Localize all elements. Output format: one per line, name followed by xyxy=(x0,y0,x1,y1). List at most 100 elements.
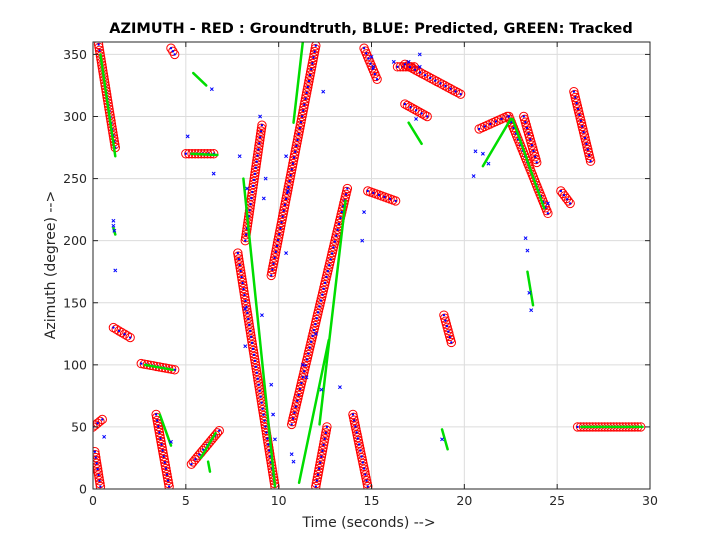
predicted-overlay-point xyxy=(290,423,293,426)
tracked-track xyxy=(199,431,217,460)
predicted-overlay-point xyxy=(310,68,313,71)
groundtruth-point xyxy=(117,327,127,338)
tracked-track xyxy=(297,338,331,485)
x-tick-label: 15 xyxy=(364,493,380,508)
predicted-point xyxy=(417,64,422,69)
predicted-overlay-point xyxy=(529,138,532,141)
predicted-overlay-point xyxy=(300,381,303,385)
groundtruth-point xyxy=(238,283,249,294)
groundtruth-point xyxy=(94,476,105,486)
predicted-overlay-point xyxy=(535,161,538,164)
groundtruth-point xyxy=(154,427,165,438)
predicted-overlay-point xyxy=(171,50,175,53)
predicted-overlay-point xyxy=(248,323,251,327)
predicted-overlay-point xyxy=(507,115,511,118)
predicted-overlay-point xyxy=(305,91,308,95)
groundtruth-point xyxy=(163,475,173,486)
predicted-overlay-point xyxy=(296,138,299,142)
predicted-overlay-point xyxy=(260,123,264,127)
predicted-point xyxy=(391,59,396,64)
predicted-overlay-point xyxy=(330,252,334,255)
tracked-track xyxy=(190,152,219,157)
predicted-overlay-point xyxy=(244,239,247,242)
predicted-overlay-point xyxy=(157,425,160,428)
predicted-overlay-point xyxy=(340,210,343,214)
predicted-overlay-point xyxy=(532,149,535,153)
predicted-overlay-point xyxy=(572,90,576,93)
groundtruth-point xyxy=(256,126,266,136)
predicted-point xyxy=(525,248,530,253)
groundtruth-point xyxy=(239,289,250,300)
tracked-track xyxy=(242,177,277,488)
tracked-track xyxy=(481,117,512,168)
predicted-overlay-point xyxy=(248,209,251,212)
groundtruth-point xyxy=(242,307,252,317)
predicted-overlay-point xyxy=(360,455,363,458)
groundtruth-point xyxy=(162,472,173,483)
predicted-point xyxy=(209,87,214,92)
predicted-overlay-point xyxy=(336,228,339,232)
predicted-overlay-point xyxy=(362,467,366,470)
predicted-overlay-point xyxy=(278,233,281,236)
groundtruth-point xyxy=(108,322,119,333)
groundtruth-track xyxy=(439,310,457,348)
predicted-overlay-point xyxy=(257,148,260,151)
y-tick-label: 150 xyxy=(63,295,87,310)
predicted-overlay-point xyxy=(364,473,367,476)
groundtruth-point xyxy=(93,42,104,50)
predicted-point xyxy=(414,117,419,121)
predicted-overlay-point xyxy=(445,324,449,328)
groundtruth-point xyxy=(235,266,246,276)
predicted-overlay-point xyxy=(294,405,298,408)
predicted-overlay-point xyxy=(448,335,452,339)
predicted-overlay-point xyxy=(369,62,372,65)
groundtruth-track xyxy=(93,447,106,489)
groundtruth-point xyxy=(257,120,267,130)
groundtruth-point xyxy=(111,324,121,334)
predicted-overlay-point xyxy=(320,455,323,458)
predicted-overlay-point xyxy=(333,240,337,243)
groundtruth-point xyxy=(254,138,265,148)
predicted-overlay-point xyxy=(272,262,275,265)
groundtruth-point xyxy=(157,445,168,456)
groundtruth-track xyxy=(240,120,267,246)
groundtruth-point xyxy=(93,467,103,477)
groundtruth-point xyxy=(320,431,330,441)
predicted-overlay-point xyxy=(291,162,295,165)
predicted-overlay-point xyxy=(218,429,221,432)
predicted-overlay-point xyxy=(579,119,583,122)
groundtruth-point xyxy=(94,473,104,483)
predicted-point xyxy=(291,459,296,464)
groundtruth-point xyxy=(235,260,245,270)
groundtruth-point xyxy=(407,103,418,113)
predicted-point xyxy=(112,228,117,233)
groundtruth-track xyxy=(108,322,135,343)
predicted-overlay-point xyxy=(362,47,366,50)
predicted-overlay-point xyxy=(99,485,102,488)
groundtruth-point xyxy=(252,150,263,160)
predicted-overlay-point xyxy=(335,234,338,237)
predicted-overlay-point xyxy=(260,401,263,404)
groundtruth-track xyxy=(556,186,575,209)
predicted-point xyxy=(263,176,268,181)
predicted-overlay-point xyxy=(250,341,254,345)
x-tick-label: 25 xyxy=(549,493,565,508)
predicted-overlay-point xyxy=(294,150,297,153)
predicted-overlay-point xyxy=(239,269,242,273)
predicted-overlay-point xyxy=(173,368,176,371)
predicted-overlay-point xyxy=(317,467,321,470)
x-tick-label: 20 xyxy=(456,493,472,508)
predicted-overlay-point xyxy=(236,251,240,255)
predicted-overlay-point xyxy=(314,44,317,47)
groundtruth-point xyxy=(432,76,442,87)
groundtruth-point xyxy=(408,63,418,74)
groundtruth-track xyxy=(359,43,382,84)
predicted-overlay-point xyxy=(140,362,143,365)
groundtruth-track xyxy=(400,99,432,122)
predicted-overlay-point xyxy=(297,132,300,136)
predicted-overlay-point xyxy=(355,431,358,434)
predicted-overlay-point xyxy=(315,317,318,320)
groundtruth-point xyxy=(160,460,171,471)
groundtruth-point xyxy=(95,481,106,489)
groundtruth-point xyxy=(434,78,445,88)
